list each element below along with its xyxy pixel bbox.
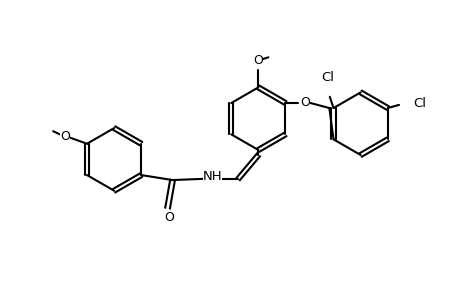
Text: O: O: [163, 211, 174, 224]
Text: O: O: [60, 130, 70, 143]
Text: O: O: [299, 96, 309, 109]
Text: NH: NH: [202, 170, 222, 183]
Text: Cl: Cl: [320, 71, 333, 85]
Text: Cl: Cl: [412, 97, 425, 110]
Text: O: O: [253, 54, 263, 67]
